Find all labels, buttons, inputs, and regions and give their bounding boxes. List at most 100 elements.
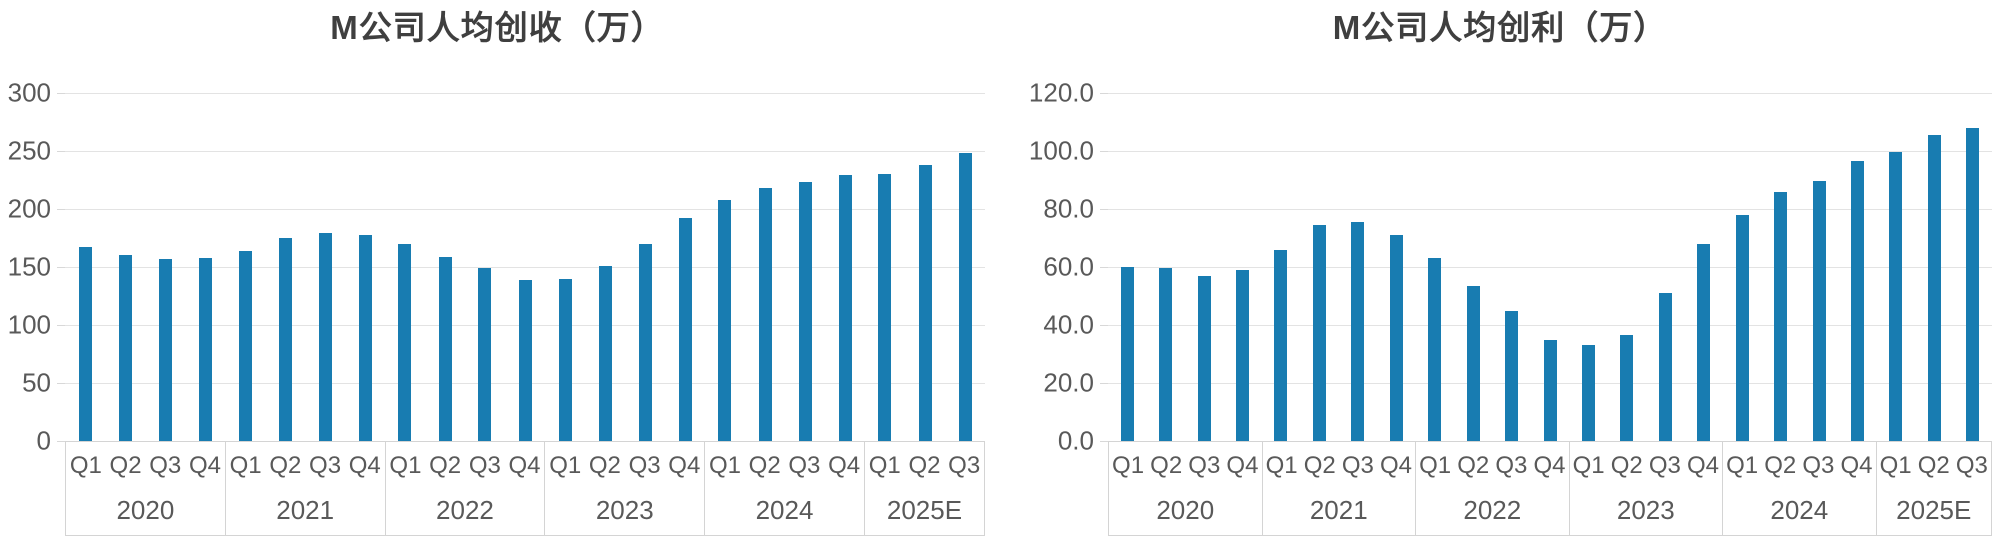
y-axis-label: 100 xyxy=(7,309,51,340)
quarter-label: Q3 xyxy=(309,452,342,479)
quarter-label: Q1 xyxy=(389,452,422,479)
year-label: 2023 xyxy=(595,495,654,525)
bar-2025e-q2 xyxy=(1927,135,1941,441)
y-axis-tick xyxy=(1100,383,1108,384)
bar-2025e-q2 xyxy=(918,164,932,441)
quarter-label: Q4 xyxy=(668,452,701,479)
quarter-label: Q2 xyxy=(1610,452,1643,479)
y-axis-tick xyxy=(1100,441,1108,442)
quarter-label: Q2 xyxy=(1457,452,1490,479)
y-axis-label: 200 xyxy=(7,193,51,224)
bar-2025e-q1 xyxy=(1889,152,1903,441)
quarter-label: Q1 xyxy=(229,452,262,479)
year-group-2024: Q1 Q2 Q3 Q4 2024 xyxy=(704,442,864,535)
bar-2024-q2 xyxy=(758,188,772,441)
profit-per-capita-chart: M公司人均创利（万） 120.0 100.0 80.0 60.0 40.0 20.0 0.0… xyxy=(1005,0,1995,557)
bar-2022-q1 xyxy=(398,243,412,441)
quarter-label: Q3 xyxy=(628,452,661,479)
quarter-label: Q3 xyxy=(1495,452,1528,479)
quarter-label: Q3 xyxy=(788,452,821,479)
quarter-label: Q4 xyxy=(1840,452,1873,479)
year-label: 2021 xyxy=(1309,495,1368,525)
quarter-label: Q3 xyxy=(1802,452,1835,479)
bar-2020-q4 xyxy=(1236,269,1250,441)
quarter-label: Q1 xyxy=(1112,452,1145,479)
plot-area: 120.0 100.0 80.0 60.0 40.0 20.0 0.0 xyxy=(1029,78,1992,456)
y-axis-label: 80.0 xyxy=(1043,193,1094,224)
bar-2024-q4 xyxy=(838,175,852,441)
y-axis-label: 120.0 xyxy=(1028,77,1094,108)
year-group-2023: Q1 Q2 Q3 Q4 2023 xyxy=(1568,442,1723,535)
bar-2023-q3 xyxy=(1658,293,1672,441)
bar-2020-q2 xyxy=(118,255,132,441)
bar-2021-q2 xyxy=(278,238,292,441)
bar-2022-q1 xyxy=(1428,258,1442,441)
quarter-row: Q1 Q2 Q3 Q4 xyxy=(545,442,704,490)
bar-2022-q3 xyxy=(1505,310,1519,441)
gridline xyxy=(65,209,985,210)
quarter-label: Q3 xyxy=(1188,452,1221,479)
quarter-row: Q1 Q2 Q3 Q4 xyxy=(1263,442,1416,490)
quarter-label: Q4 xyxy=(1379,452,1412,479)
y-axis-label: 40.0 xyxy=(1043,309,1094,340)
quarter-label: Q3 xyxy=(1341,452,1374,479)
year-group-2020: Q1 Q2 Q3 Q4 2020 xyxy=(1108,442,1262,535)
quarter-label: Q4 xyxy=(1533,452,1566,479)
bar-2023-q4 xyxy=(678,218,692,441)
quarter-label: Q1 xyxy=(1419,452,1452,479)
quarter-row: Q1 Q2 Q3 xyxy=(1877,442,1991,490)
quarter-row: Q1 Q2 Q3 Q4 xyxy=(386,442,545,490)
y-axis-label: 50 xyxy=(22,367,51,398)
year-label: 2025E xyxy=(886,495,963,525)
bar-2024-q3 xyxy=(1812,181,1826,441)
chart-title-profit-per-capita: M公司人均创利（万） xyxy=(1332,9,1668,46)
quarter-row: Q1 Q2 Q3 Q4 xyxy=(1416,442,1569,490)
quarter-row: Q1 Q2 Q3 xyxy=(865,442,984,490)
y-axis-label: 250 xyxy=(7,135,51,166)
year-label: 2022 xyxy=(436,495,494,525)
year-group-2023: Q1 Q2 Q3 Q4 2023 xyxy=(544,442,704,535)
quarter-label: Q2 xyxy=(1764,452,1797,479)
year-label: 2022 xyxy=(1463,495,1522,525)
quarter-label: Q2 xyxy=(109,452,142,479)
revenue-per-capita-chart: M公司人均创收（万） 300 250 200 150 100 50 0 Q1 Q2 Q3 Q4 20… xyxy=(0,0,995,557)
bar-2023-q2 xyxy=(598,265,612,441)
y-axis-tick xyxy=(57,267,65,268)
quarter-row: Q1 Q2 Q3 Q4 xyxy=(1723,442,1876,490)
y-axis-tick xyxy=(1100,267,1108,268)
year-label: 2020 xyxy=(1156,495,1215,525)
y-axis-label: 0 xyxy=(36,425,51,456)
gridline xyxy=(65,267,985,268)
bar-2024-q1 xyxy=(718,199,732,441)
plot-area: 300 250 200 150 100 50 0 xyxy=(8,78,985,456)
bar-2023-q3 xyxy=(638,243,652,441)
bar-2023-q1 xyxy=(1581,345,1595,441)
year-group-2022: Q1 Q2 Q3 Q4 2022 xyxy=(1415,442,1569,535)
bar-2020-q4 xyxy=(198,257,212,441)
quarter-label: Q2 xyxy=(1150,452,1183,479)
year-label: 2024 xyxy=(1770,495,1829,525)
quarter-label: Q1 xyxy=(69,452,102,479)
y-axis-tick xyxy=(1100,209,1108,210)
quarter-label: Q2 xyxy=(1917,452,1950,479)
quarter-label: Q3 xyxy=(468,452,501,479)
bar-2023-q2 xyxy=(1620,335,1634,441)
y-axis-label: 60.0 xyxy=(1043,251,1094,282)
quarter-label: Q2 xyxy=(1303,452,1336,479)
quarter-label: Q4 xyxy=(508,452,541,479)
gridline xyxy=(1108,267,1992,268)
year-group-2021: Q1 Q2 Q3 Q4 2021 xyxy=(224,442,385,535)
bar-2020-q1 xyxy=(1120,267,1134,441)
y-axis-tick xyxy=(57,151,65,152)
gridline xyxy=(1108,151,1992,152)
gridline xyxy=(65,93,985,94)
quarter-label: Q2 xyxy=(908,452,941,479)
bar-2021-q4 xyxy=(1389,235,1403,441)
bar-2021-q1 xyxy=(238,250,252,441)
bar-2024-q3 xyxy=(798,182,812,441)
bar-2020-q2 xyxy=(1159,268,1173,441)
year-group-2020: Q1 Q2 Q3 Q4 2020 xyxy=(65,442,225,535)
quarter-label: Q1 xyxy=(1879,452,1912,479)
quarter-row: Q1 Q2 Q3 Q4 xyxy=(705,442,864,490)
